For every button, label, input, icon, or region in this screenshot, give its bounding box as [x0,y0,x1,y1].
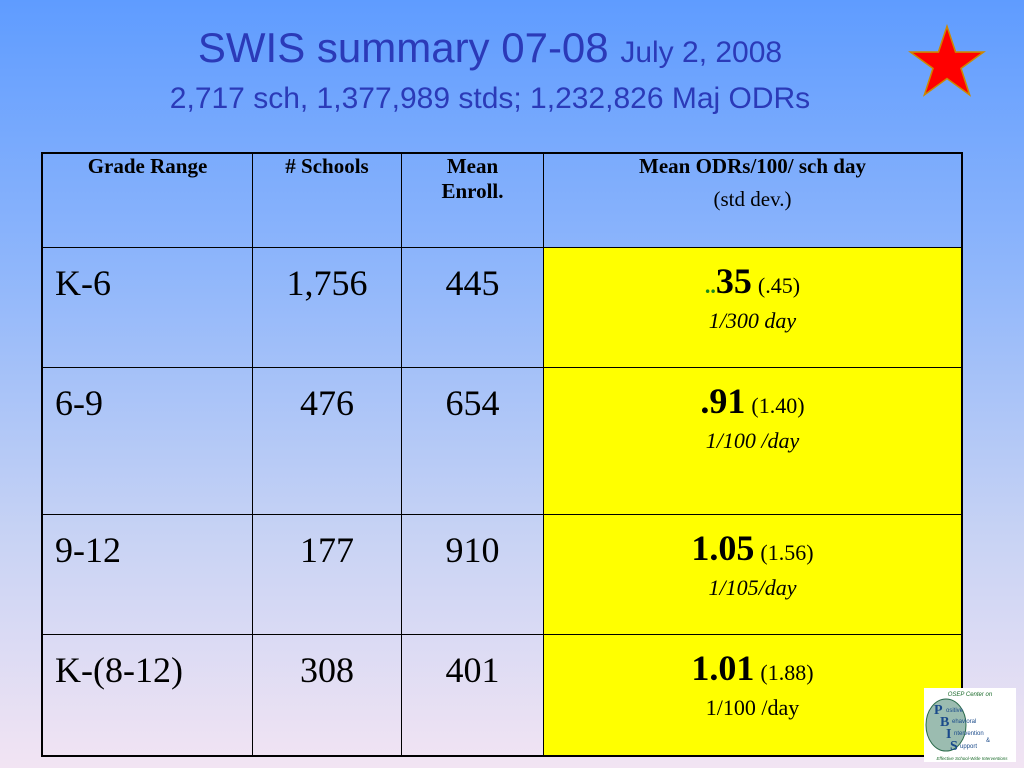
logo-s-text: upport [960,744,977,750]
grade-cell: K-(8-12) [41,633,253,756]
summary-table: Grade Range # Schools Mean Enroll. Mean O… [41,152,963,757]
enroll-cell: 445 [401,246,544,368]
mean-value: .91 [700,380,746,421]
header-schools: # Schools [252,152,402,248]
schools-cell: 177 [252,513,402,635]
table-row: 6-9 476 654 .91 (1.40) 1/100 /day [41,366,963,515]
enroll-cell: 910 [401,513,544,635]
svg-text:S: S [950,739,958,754]
rate-value: 1/100 /day [705,694,800,720]
header-enroll-line2: Enroll. [441,179,504,203]
std-value: (.45) [757,272,801,298]
header-enroll: Mean Enroll. [401,152,544,248]
enroll-cell: 401 [401,633,544,756]
logo-b-text: ehavioral [952,719,976,725]
logo-i-text: ntervention [954,731,984,737]
odr-cell: .91 (1.40) 1/100 /day [543,366,963,515]
header-odr-main: Mean ODRs/100/ sch day [639,154,866,178]
rate-value: 1/105/day [708,574,797,600]
header-odr-sub: (std dev.) [713,187,792,211]
odr-cell: ..35 (.45) 1/300 day [543,246,963,368]
header-odr: Mean ODRs/100/ sch day (std dev.) [543,152,963,248]
odr-cell: 1.05 (1.56) 1/105/day [543,513,963,635]
grade-cell: 6-9 [41,366,253,515]
pbis-logo: OSEP Center on P ositive B ehavioral I n… [924,688,1016,762]
logo-amp-text: & [986,738,990,744]
mean-value: 1.01 [691,647,755,688]
rate-value: 1/300 day [708,307,797,333]
rate-value: 1/100 /day [705,427,800,453]
mean-prefix: .. [704,272,716,298]
header-enroll-line1: Mean [446,154,499,178]
title-subtitle: 2,717 sch, 1,377,989 stds; 1,232,826 Maj… [169,82,811,115]
schools-cell: 1,756 [252,246,402,368]
mean-value: 35 [715,260,752,301]
svg-text:I: I [946,727,951,742]
table-row: K-(8-12) 308 401 1.01 (1.88) 1/100 /day [41,633,963,756]
logo-top-text: OSEP Center on [948,692,993,698]
logo-tagline: Effective School-Wide Interventions [937,756,1009,761]
schools-cell: 476 [252,366,402,515]
logo-p-text: ositive [946,708,964,714]
svg-text:P: P [934,703,943,718]
table-row: 9-12 177 910 1.05 (1.56) 1/105/day [41,513,963,635]
schools-cell: 308 [252,633,402,756]
star-icon [908,24,986,97]
table-row: K-6 1,756 445 ..35 (.45) 1/300 day [41,246,963,368]
grade-cell: K-6 [41,246,253,368]
enroll-cell: 654 [401,366,544,515]
slide-title: SWIS summary 07-08 July 2, 2008 2,717 sc… [0,22,980,119]
title-main: SWIS summary 07-08 [197,24,609,71]
odr-cell: 1.01 (1.88) 1/100 /day [543,633,963,756]
std-value: (1.56) [760,539,814,565]
grade-cell: 9-12 [41,513,253,635]
std-value: (1.88) [760,659,814,685]
svg-text:B: B [940,715,949,730]
header-grade-range: Grade Range [41,152,253,248]
std-value: (1.40) [751,392,805,418]
title-date: July 2, 2008 [620,36,783,69]
mean-value: 1.05 [691,527,755,568]
header-row: Grade Range # Schools Mean Enroll. Mean O… [41,152,963,248]
